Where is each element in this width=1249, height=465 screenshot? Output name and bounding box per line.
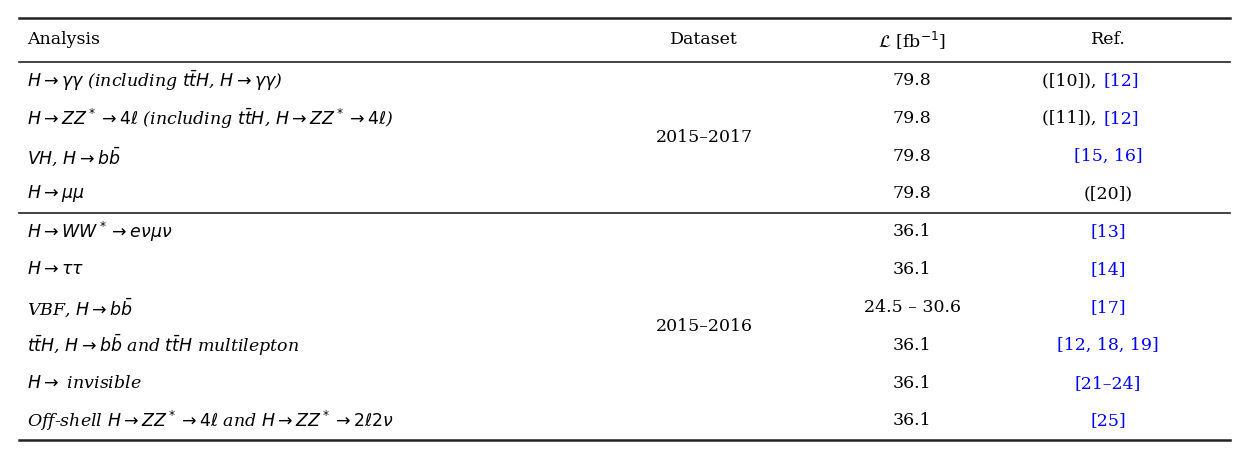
Text: $H \rightarrow \gamma\gamma$ (including $t\bar{t}H$, $H \rightarrow \gamma\gamma: $H \rightarrow \gamma\gamma$ (including …: [27, 68, 282, 93]
Text: 36.1: 36.1: [893, 223, 932, 240]
Text: ([20]): ([20]): [1083, 186, 1133, 202]
Text: ([10]),: ([10]),: [1042, 72, 1102, 89]
Text: VBF, $H \rightarrow b\bar{b}$: VBF, $H \rightarrow b\bar{b}$: [27, 296, 134, 319]
Text: 79.8: 79.8: [893, 110, 932, 127]
Text: $H \rightarrow \tau\tau$: $H \rightarrow \tau\tau$: [27, 261, 85, 278]
Text: [25]: [25]: [1090, 412, 1125, 430]
Text: 36.1: 36.1: [893, 375, 932, 392]
Text: 24.5 – 30.6: 24.5 – 30.6: [863, 299, 960, 316]
Text: Ref.: Ref.: [1090, 32, 1125, 48]
Text: $H\rightarrow ZZ^*\rightarrow 4\ell$ (including $t\bar{t}H$, $H\rightarrow ZZ^*\: $H\rightarrow ZZ^*\rightarrow 4\ell$ (in…: [27, 106, 393, 131]
Text: [14]: [14]: [1090, 261, 1125, 278]
Text: Dataset: Dataset: [671, 32, 738, 48]
Text: 79.8: 79.8: [893, 148, 932, 165]
Text: $H\rightarrow WW^*\rightarrow e\nu\mu\nu$: $H\rightarrow WW^*\rightarrow e\nu\mu\nu…: [27, 220, 172, 244]
Text: ([11]),: ([11]),: [1042, 110, 1102, 127]
Text: Analysis: Analysis: [27, 32, 100, 48]
Text: 36.1: 36.1: [893, 412, 932, 430]
Text: $VH$, $H \rightarrow b\bar{b}$: $VH$, $H \rightarrow b\bar{b}$: [27, 145, 121, 167]
Text: $H \rightarrow \mu\mu$: $H \rightarrow \mu\mu$: [27, 184, 85, 205]
Text: [17]: [17]: [1090, 299, 1125, 316]
Text: Off-shell $H \rightarrow ZZ^* \rightarrow 4\ell$ and $H \rightarrow ZZ^* \righta: Off-shell $H \rightarrow ZZ^* \rightarro…: [27, 409, 393, 433]
Text: $H \rightarrow$ invisible: $H \rightarrow$ invisible: [27, 375, 142, 392]
Text: [21–24]: [21–24]: [1075, 375, 1142, 392]
Text: [12]: [12]: [1103, 110, 1139, 127]
Text: 79.8: 79.8: [893, 186, 932, 202]
Text: $t\bar{t}H$, $H \rightarrow b\bar{b}$ and $t\bar{t}H$ multilepton: $t\bar{t}H$, $H \rightarrow b\bar{b}$ an…: [27, 332, 300, 358]
Text: 2015–2017: 2015–2017: [656, 129, 753, 146]
Text: 79.8: 79.8: [893, 72, 932, 89]
Text: [13]: [13]: [1090, 223, 1125, 240]
Text: $\mathcal{L}$ [fb$^{-1}$]: $\mathcal{L}$ [fb$^{-1}$]: [878, 29, 945, 51]
Text: [12, 18, 19]: [12, 18, 19]: [1057, 337, 1159, 354]
Text: 36.1: 36.1: [893, 261, 932, 278]
Text: [15, 16]: [15, 16]: [1074, 148, 1143, 165]
Text: [12]: [12]: [1103, 72, 1139, 89]
Text: 2015–2016: 2015–2016: [656, 318, 753, 335]
Text: 36.1: 36.1: [893, 337, 932, 354]
